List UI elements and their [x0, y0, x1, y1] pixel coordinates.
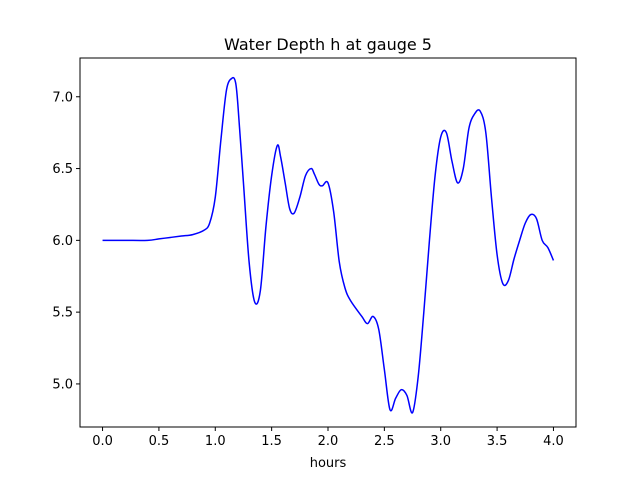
y-tick-label: 5.0 [52, 377, 73, 392]
x-tick-label: 3.5 [487, 434, 508, 449]
x-tick-label: 1.5 [261, 434, 282, 449]
y-tick-label: 5.5 [52, 306, 73, 321]
series-line-0 [102, 76, 555, 414]
plot-area-frame [79, 57, 577, 428]
x-tick-label: 0.5 [149, 434, 170, 449]
y-tick-label: 6.5 [52, 162, 73, 177]
chart-title: Water Depth h at gauge 5 [224, 35, 432, 54]
x-axis-label: hours [310, 456, 347, 471]
y-tick-label: 6.0 [52, 234, 73, 249]
x-tick-label: 0.0 [92, 434, 113, 449]
x-tick-label: 2.0 [318, 434, 339, 449]
x-tick-label: 3.0 [430, 434, 451, 449]
y-tick-label: 7.0 [52, 90, 73, 105]
x-tick-label: 1.0 [205, 434, 226, 449]
x-tick-label: 2.5 [374, 434, 395, 449]
x-tick-label: 4.0 [543, 434, 564, 449]
